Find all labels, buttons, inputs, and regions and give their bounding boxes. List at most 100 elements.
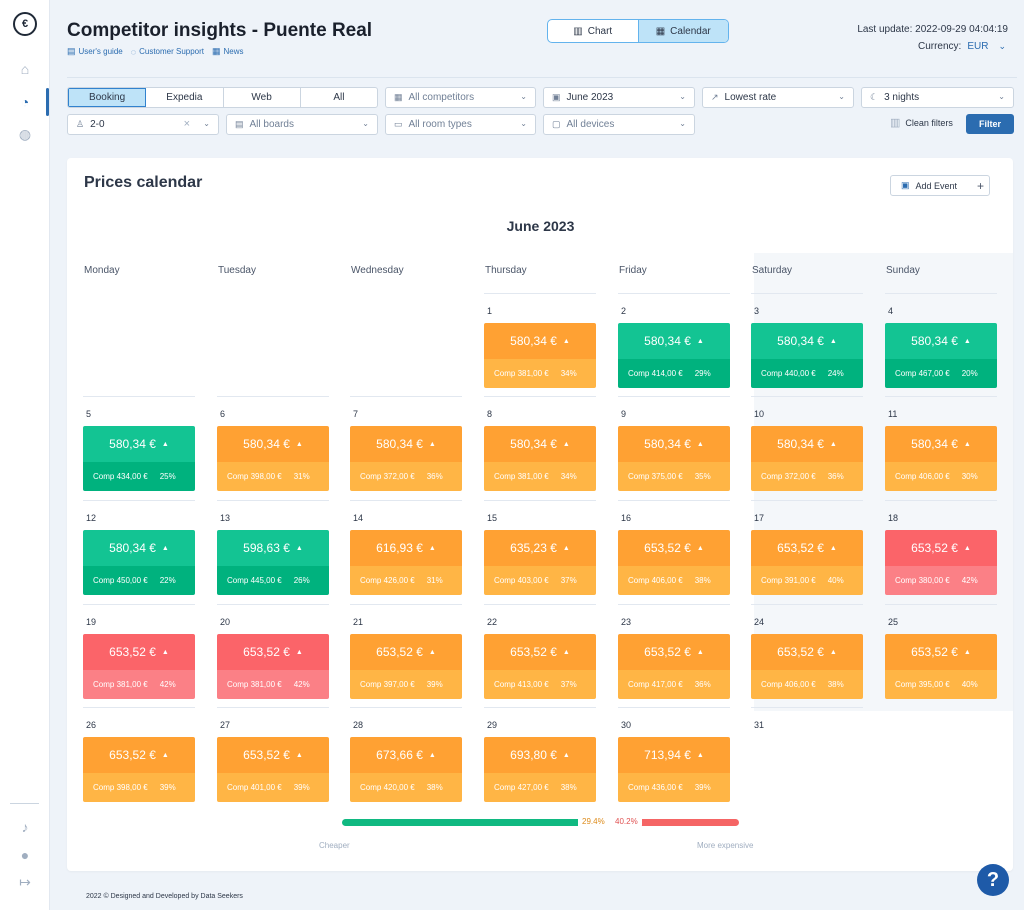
chat-icon: ◌ (130, 46, 137, 57)
currency-selector[interactable]: Currency: EUR ⌄ (918, 41, 1006, 52)
price-tile[interactable]: 653,52 € ▲ Comp 391,00 € 40% (751, 530, 863, 595)
help-button[interactable]: ? (977, 864, 1009, 896)
comp-row: Comp 406,00 € 30% (885, 462, 997, 491)
price-tile[interactable]: 653,52 € ▲ Comp 413,00 € 37% (484, 634, 596, 699)
price-tile[interactable]: 673,66 € ▲ Comp 420,00 € 38% (350, 737, 462, 802)
price-tile[interactable]: 580,34 € ▲ Comp 406,00 € 30% (885, 426, 997, 491)
month-select[interactable]: ▣ June 2023 ⌄ (543, 87, 695, 108)
day-number: 14 (353, 513, 364, 523)
day-divider (885, 500, 997, 501)
comp-price: Comp 406,00 € (761, 680, 816, 689)
room-types-select[interactable]: ▭ All room types ⌄ (385, 114, 536, 135)
price-tile[interactable]: 598,63 € ▲ Comp 445,00 € 26% (217, 530, 329, 595)
occupancy-select[interactable]: ♙ 2-0 × ⌄ (67, 114, 219, 135)
comp-price: Comp 375,00 € (628, 472, 683, 481)
devices-select[interactable]: ▢ All devices ⌄ (543, 114, 695, 135)
occupancy-value: 2-0 (90, 119, 105, 130)
day-divider (484, 707, 596, 708)
price-value: 653,52 € (911, 541, 958, 555)
price-tile[interactable]: 653,52 € ▲ Comp 380,00 € 42% (885, 530, 997, 595)
day-divider (83, 396, 195, 397)
users-guide-link[interactable]: ▤ User's guide (67, 46, 123, 57)
price-tile[interactable]: 653,52 € ▲ Comp 417,00 € 36% (618, 634, 730, 699)
price-tile[interactable]: 580,34 € ▲ Comp 450,00 € 22% (83, 530, 195, 595)
comp-percent: 34% (560, 369, 577, 378)
comp-percent: 25% (159, 472, 176, 481)
day-divider (217, 707, 329, 708)
price-tile[interactable]: 580,34 € ▲ Comp 414,00 € 29% (618, 323, 730, 388)
price-tile[interactable]: 713,94 € ▲ Comp 436,00 € 39% (618, 737, 730, 802)
price-row: 580,34 € ▲ (484, 426, 596, 462)
tab-all[interactable]: All (333, 92, 345, 103)
comp-percent: 22% (159, 576, 176, 585)
nights-select[interactable]: ☾ 3 nights ⌄ (861, 87, 1014, 108)
price-tile[interactable]: 580,34 € ▲ Comp 467,00 € 20% (885, 323, 997, 388)
comp-percent: 20% (961, 369, 978, 378)
tab-web[interactable]: Web (224, 88, 301, 107)
comp-percent: 37% (560, 576, 577, 585)
price-tile[interactable]: 653,52 € ▲ Comp 381,00 € 42% (217, 634, 329, 699)
filter-button[interactable]: Filter (966, 114, 1014, 134)
user-icon[interactable]: ● (20, 847, 30, 863)
price-tile[interactable]: 653,52 € ▲ Comp 395,00 € 40% (885, 634, 997, 699)
clean-filters-button[interactable]: ▥ Clean filters (890, 116, 953, 129)
price-tile[interactable]: 580,34 € ▲ Comp 375,00 € 35% (618, 426, 730, 491)
news-link[interactable]: ▦ News (212, 46, 244, 57)
price-tile[interactable]: 653,52 € ▲ Comp 381,00 € 42% (83, 634, 195, 699)
price-tile[interactable]: 653,52 € ▲ Comp 397,00 € 39% (350, 634, 462, 699)
day-number: 22 (487, 617, 498, 627)
price-row: 653,52 € ▲ (885, 530, 997, 566)
price-tile[interactable]: 580,34 € ▲ Comp 440,00 € 24% (751, 323, 863, 388)
building-icon: ▦ (394, 92, 403, 102)
comp-percent: 26% (293, 576, 310, 585)
price-tile[interactable]: 693,80 € ▲ Comp 427,00 € 38% (484, 737, 596, 802)
price-row: 580,34 € ▲ (751, 323, 863, 359)
clear-icon[interactable]: × (183, 118, 190, 130)
price-tile[interactable]: 653,52 € ▲ Comp 406,00 € 38% (618, 530, 730, 595)
add-event-button[interactable]: ▣ Add Event + (890, 175, 990, 196)
price-tile[interactable]: 580,34 € ▲ Comp 381,00 € 34% (484, 426, 596, 491)
last-update: Last update: 2022-09-29 04:04:19 (857, 24, 1008, 35)
price-tile[interactable]: 580,34 € ▲ Comp 398,00 € 31% (217, 426, 329, 491)
price-tile[interactable]: 653,52 € ▲ Comp 401,00 € 39% (217, 737, 329, 802)
caret-up-icon: ▲ (161, 544, 169, 552)
logout-icon[interactable]: ↦ (19, 873, 31, 890)
chart-view-button[interactable]: ▥ Chart (548, 20, 638, 42)
price-tile[interactable]: 616,93 € ▲ Comp 426,00 € 31% (350, 530, 462, 595)
price-tile[interactable]: 580,34 € ▲ Comp 372,00 € 36% (751, 426, 863, 491)
legend-expensive-bar (640, 819, 739, 826)
home-icon[interactable]: ⌂ (20, 61, 30, 77)
comp-price: Comp 406,00 € (628, 576, 683, 585)
price-row: 653,52 € ▲ (484, 634, 596, 670)
price-tile[interactable]: 580,34 € ▲ Comp 372,00 € 36% (350, 426, 462, 491)
comp-percent: 42% (293, 680, 310, 689)
tab-booking[interactable]: Booking (68, 88, 147, 107)
price-tile[interactable]: 653,52 € ▲ Comp 406,00 € 38% (751, 634, 863, 699)
competitors-select[interactable]: ▦ All competitors ⌄ (385, 87, 536, 108)
month-value: June 2023 (566, 92, 614, 103)
globe-icon[interactable]: ◍ (18, 125, 32, 142)
app-logo-icon[interactable]: € (13, 12, 37, 36)
comp-percent: 39% (293, 783, 310, 792)
comp-percent: 39% (426, 680, 443, 689)
price-tile[interactable]: 653,52 € ▲ Comp 398,00 € 39% (83, 737, 195, 802)
price-tile[interactable]: 580,34 € ▲ Comp 381,00 € 34% (484, 323, 596, 388)
comp-row: Comp 381,00 € 42% (217, 670, 329, 699)
comp-price: Comp 401,00 € (227, 783, 282, 792)
caret-up-icon: ▲ (161, 751, 169, 759)
price-value: 635,23 € (510, 541, 557, 555)
caret-up-icon: ▲ (963, 544, 971, 552)
rate-select[interactable]: ↗ Lowest rate ⌄ (702, 87, 854, 108)
boards-select[interactable]: ▤ All boards ⌄ (226, 114, 378, 135)
customer-support-link[interactable]: ◌ Customer Support (131, 46, 204, 57)
price-tile[interactable]: 635,23 € ▲ Comp 403,00 € 37% (484, 530, 596, 595)
calendar-view-button[interactable]: ▦ Calendar (637, 20, 728, 42)
day-number: 10 (754, 409, 765, 419)
price-row: 653,52 € ▲ (83, 737, 195, 773)
bell-icon[interactable]: ♪ (21, 819, 29, 835)
dashboard-gauge-icon[interactable]: ◔ (20, 94, 30, 110)
tab-expedia[interactable]: Expedia (146, 88, 224, 107)
price-tile[interactable]: 580,34 € ▲ Comp 434,00 € 25% (83, 426, 195, 491)
day-number: 16 (621, 513, 632, 523)
comp-row: Comp 445,00 € 26% (217, 566, 329, 595)
